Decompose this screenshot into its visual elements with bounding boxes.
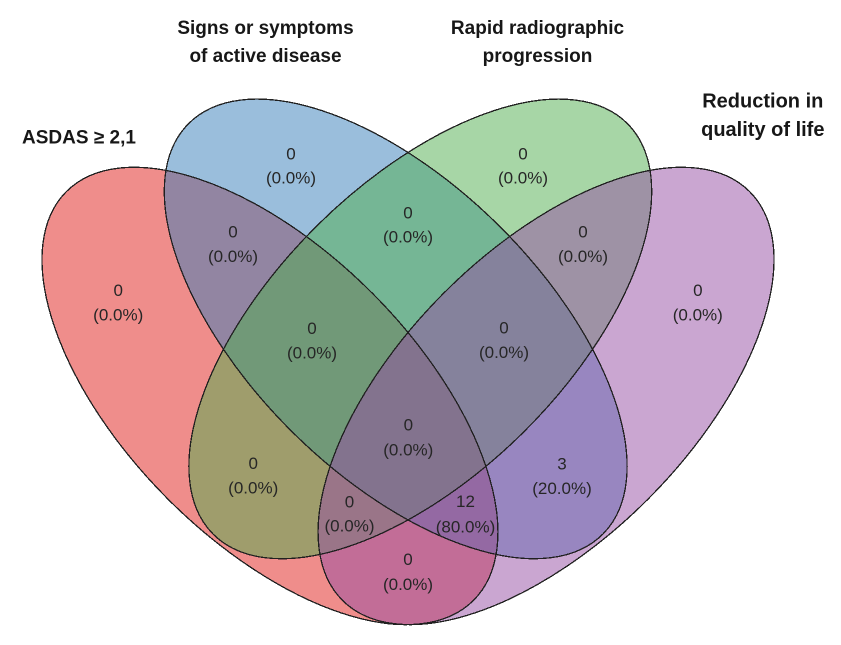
svg-text:(0.0%): (0.0%)	[383, 575, 433, 594]
svg-text:(0.0%): (0.0%)	[287, 343, 337, 362]
svg-text:(0.0%): (0.0%)	[558, 247, 608, 266]
svg-text:0: 0	[499, 319, 508, 338]
svg-text:0: 0	[113, 281, 122, 300]
svg-text:(0.0%): (0.0%)	[266, 169, 316, 188]
svg-text:0: 0	[693, 281, 702, 300]
svg-text:(0.0%): (0.0%)	[93, 306, 143, 325]
svg-text:progression: progression	[483, 46, 593, 67]
svg-text:0: 0	[518, 144, 527, 163]
svg-text:(0.0%): (0.0%)	[479, 343, 529, 362]
svg-text:12: 12	[456, 492, 475, 511]
svg-text:(0.0%): (0.0%)	[228, 479, 278, 498]
svg-text:0: 0	[307, 319, 316, 338]
svg-text:Rapid radiographic: Rapid radiographic	[451, 18, 625, 39]
svg-text:Reduction in: Reduction in	[702, 91, 823, 113]
svg-text:0: 0	[404, 416, 413, 435]
svg-text:(80.0%): (80.0%)	[436, 517, 496, 536]
svg-text:0: 0	[286, 144, 295, 163]
svg-text:ASDAS ≥ 2,1: ASDAS ≥ 2,1	[22, 128, 136, 149]
svg-text:(0.0%): (0.0%)	[383, 228, 433, 247]
svg-text:(0.0%): (0.0%)	[324, 517, 374, 536]
svg-text:of active disease: of active disease	[189, 46, 341, 67]
svg-text:quality of life: quality of life	[701, 119, 824, 141]
svg-text:0: 0	[403, 550, 412, 569]
svg-text:0: 0	[345, 493, 354, 512]
svg-text:(0.0%): (0.0%)	[383, 441, 433, 460]
svg-text:0: 0	[403, 204, 412, 223]
svg-text:0: 0	[578, 223, 587, 242]
svg-text:0: 0	[248, 454, 257, 473]
svg-text:(0.0%): (0.0%)	[208, 247, 258, 266]
svg-text:0: 0	[228, 223, 237, 242]
svg-text:Signs or symptoms: Signs or symptoms	[177, 18, 353, 39]
svg-text:(0.0%): (0.0%)	[673, 306, 723, 325]
svg-text:(0.0%): (0.0%)	[498, 169, 548, 188]
svg-text:3: 3	[557, 455, 566, 474]
svg-text:(20.0%): (20.0%)	[532, 479, 592, 498]
